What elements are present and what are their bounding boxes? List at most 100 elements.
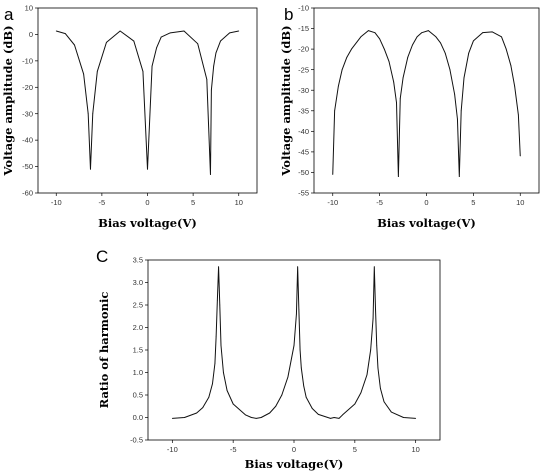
y-tick-label: 10 <box>25 4 33 13</box>
chart-panel-C: -10 -5 0 5 10 3.5 3.0 2.5 2.0 1.5 1.0 0.5 0.0 -0.5 Bia… <box>96 247 441 471</box>
data-point <box>169 32 171 34</box>
y-axis-label: Ratio of harmonic <box>97 292 111 409</box>
data-point <box>87 113 89 115</box>
x-tick-label: 5 <box>471 198 475 207</box>
data-point <box>360 392 362 394</box>
x-tick-label: 0 <box>292 445 296 454</box>
x-axis-label: Bias voltage(V) <box>377 216 476 230</box>
data-point <box>390 411 392 413</box>
data-point <box>229 32 231 34</box>
data-point <box>372 318 374 319</box>
data-point <box>332 174 334 175</box>
data-point <box>367 30 369 32</box>
y-tick-label: -40 <box>298 127 309 136</box>
data-point <box>147 168 148 170</box>
data-point <box>317 413 319 415</box>
y-tick-label: -60 <box>22 189 33 198</box>
y-tick-label: 3.0 <box>133 278 143 287</box>
data-point <box>215 52 217 54</box>
data-point <box>360 36 362 38</box>
data-point <box>501 36 502 38</box>
data-point <box>281 394 283 396</box>
data-point <box>354 403 356 405</box>
data-point <box>373 266 375 268</box>
data-point <box>519 155 521 157</box>
y-tick-label: -0.5 <box>130 436 143 445</box>
data-point <box>55 30 57 32</box>
data-point <box>427 30 429 32</box>
x-tick-label: -5 <box>230 445 237 454</box>
data-point <box>96 71 98 72</box>
data-point <box>305 396 307 398</box>
data-point <box>396 102 397 103</box>
data-point <box>142 71 144 72</box>
data-point <box>106 41 107 43</box>
data-point <box>197 43 199 45</box>
data-point <box>388 61 390 62</box>
data-point <box>219 304 221 306</box>
y-tick-label: 2.0 <box>133 323 143 332</box>
data-point <box>212 383 213 385</box>
x-axis-label: Bias voltage(V) <box>98 216 197 230</box>
data-point <box>223 372 224 373</box>
y-tick-label: -10 <box>22 56 33 65</box>
x-tick-label: -10 <box>327 198 338 207</box>
panel-label: C <box>96 247 108 266</box>
data-point <box>275 405 277 407</box>
x-tick-label: -5 <box>376 198 383 207</box>
x-axis-label: Bias voltage(V) <box>245 457 344 471</box>
panel-label: a <box>4 5 14 24</box>
data-point <box>226 390 228 391</box>
data-point <box>491 31 493 33</box>
y-tick-label: 3.5 <box>133 256 143 265</box>
data-point <box>517 114 519 116</box>
data-point <box>351 48 352 50</box>
data-point <box>366 374 368 376</box>
data-point <box>220 345 222 346</box>
data-point <box>303 385 305 387</box>
data-point <box>90 168 91 170</box>
y-tick-label: -30 <box>298 86 309 95</box>
y-tick-label: 1.5 <box>133 346 143 355</box>
x-tick-label: 10 <box>411 445 419 454</box>
y-tick-label: -55 <box>298 189 309 198</box>
data-point <box>220 40 221 42</box>
data-point <box>218 266 219 268</box>
data-point <box>463 77 465 79</box>
y-tick-label: 0.5 <box>133 391 143 400</box>
data-point <box>232 403 234 405</box>
plot-frame <box>147 259 441 441</box>
data-point <box>156 47 158 49</box>
x-tick-label: -5 <box>99 198 106 207</box>
data-point <box>482 32 484 34</box>
data-point <box>210 174 211 175</box>
data-point <box>330 418 331 419</box>
data-point <box>435 36 437 38</box>
data-point <box>379 38 381 40</box>
data-point <box>287 376 289 378</box>
y-tick-label: 0 <box>29 30 33 39</box>
y-tick-label: -20 <box>298 45 309 54</box>
data-point <box>342 414 344 416</box>
y-tick-label: -50 <box>22 162 33 171</box>
data-point <box>333 417 335 418</box>
data-point <box>251 417 252 418</box>
data-point <box>468 52 470 54</box>
data-point <box>238 30 240 32</box>
chart-panel-b: -10 -5 0 5 10-10-15-20-25-30-35-40-45-50-55B… <box>279 4 540 230</box>
x-tick-label: 10 <box>516 198 524 207</box>
data-point <box>202 407 204 408</box>
data-point <box>338 418 340 419</box>
data-point <box>393 81 395 83</box>
data-point <box>133 40 135 42</box>
x-tick-label: 5 <box>353 445 357 454</box>
data-point <box>196 412 198 414</box>
x-tick-label: 0 <box>145 198 149 207</box>
data-point <box>379 387 381 389</box>
data-point <box>244 414 246 416</box>
data-point <box>457 118 458 120</box>
data-point <box>337 85 339 87</box>
data-point <box>346 56 348 58</box>
